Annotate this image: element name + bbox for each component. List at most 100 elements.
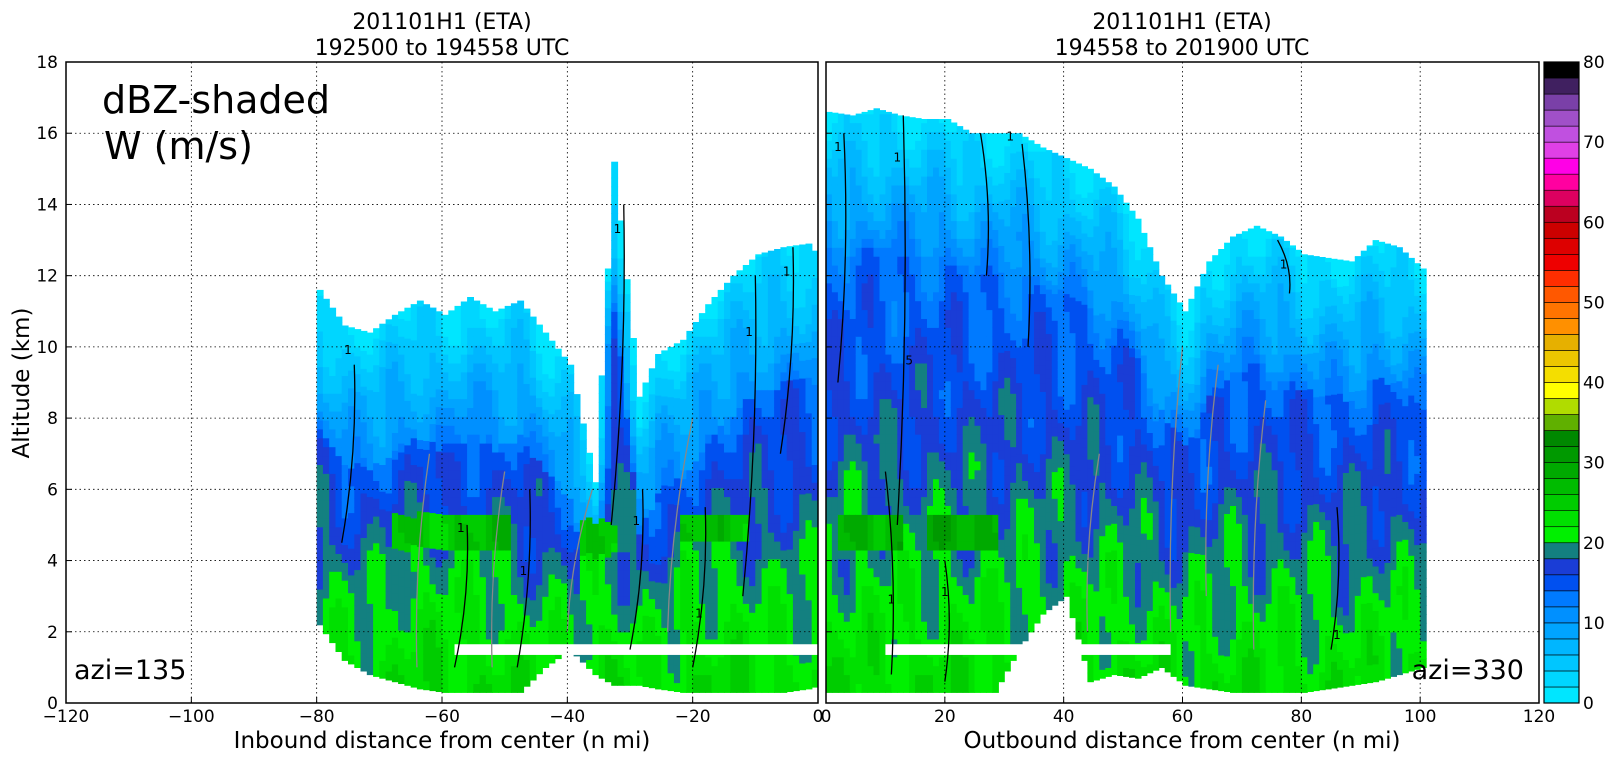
outbound-reflectivity-cell xyxy=(867,389,875,400)
inbound-reflectivity-cell xyxy=(517,398,525,408)
inbound-reflectivity-cell xyxy=(598,597,606,608)
inbound-reflectivity-cell xyxy=(818,338,825,348)
inbound-reflectivity-cell xyxy=(404,320,412,330)
inbound-reflectivity-cell xyxy=(523,481,531,491)
inbound-reflectivity-cell xyxy=(460,514,468,524)
outbound-reflectivity-cell xyxy=(927,549,934,560)
outbound-reflectivity-cell xyxy=(903,523,910,533)
outbound-reflectivity-cell xyxy=(938,380,946,391)
inbound-reflectivity-cell xyxy=(391,423,399,433)
inbound-reflectivity-cell xyxy=(636,596,644,606)
outbound-reflectivity-cell xyxy=(921,638,928,649)
inbound-reflectivity-cell xyxy=(548,484,556,495)
inbound-reflectivity-cell xyxy=(711,656,719,667)
outbound-reflectivity-cell xyxy=(855,656,863,667)
inbound-reflectivity-cell xyxy=(774,371,781,382)
inbound-reflectivity-cell xyxy=(717,327,725,337)
outbound-reflectivity-cell xyxy=(861,665,869,676)
inbound-reflectivity-cell xyxy=(473,505,481,515)
outbound-reflectivity-cell xyxy=(861,256,869,266)
inbound-reflectivity-cell xyxy=(617,400,625,410)
inbound-reflectivity-cell xyxy=(742,407,750,417)
outbound-reflectivity-cell xyxy=(861,612,869,622)
outbound-reflectivity-cell xyxy=(915,451,922,462)
outbound-reflectivity-cell xyxy=(849,665,857,676)
inbound-reflectivity-cell xyxy=(348,521,355,531)
inbound-reflectivity-cell xyxy=(774,594,781,604)
inbound-reflectivity-cell xyxy=(692,398,700,408)
inbound-reflectivity-cell xyxy=(442,630,449,640)
inbound-reflectivity-cell xyxy=(642,526,650,536)
inbound-reflectivity-cell xyxy=(523,499,531,509)
inbound-reflectivity-cell xyxy=(498,576,506,587)
outbound-reflectivity-cell xyxy=(933,541,940,551)
outbound-reflectivity-cell xyxy=(837,549,845,560)
inbound-reflectivity-cell xyxy=(492,630,499,640)
inbound-reflectivity-cell xyxy=(429,672,437,683)
inbound-reflectivity-cell xyxy=(335,517,343,528)
inbound-reflectivity-cell xyxy=(579,492,587,503)
inbound-reflectivity-cell xyxy=(642,579,650,589)
inbound-reflectivity-cell xyxy=(736,327,744,337)
inbound-reflectivity-cell xyxy=(755,254,763,257)
inbound-reflectivity-cell xyxy=(724,478,731,489)
outbound-reflectivity-cell xyxy=(826,656,833,667)
inbound-reflectivity-cell xyxy=(724,665,731,676)
inbound-reflectivity-cell xyxy=(698,362,706,373)
inbound-reflectivity-cell xyxy=(467,389,474,400)
outbound-reflectivity-cell xyxy=(837,398,845,408)
inbound-reflectivity-cell xyxy=(523,427,531,438)
inbound-reflectivity-cell xyxy=(818,302,825,312)
inbound-reflectivity-cell xyxy=(492,311,499,319)
inbound-reflectivity-cell xyxy=(686,443,694,453)
outbound-reflectivity-cell xyxy=(843,336,851,346)
inbound-reflectivity-cell xyxy=(573,540,581,550)
inbound-reflectivity-cell xyxy=(467,683,474,693)
outbound-reflectivity-cell xyxy=(944,193,952,204)
inbound-reflectivity-cell xyxy=(454,567,462,578)
outbound-reflectivity-cell xyxy=(855,167,863,177)
inbound-reflectivity-cell xyxy=(485,371,493,382)
inbound-reflectivity-cell xyxy=(730,362,738,373)
inbound-reflectivity-cell xyxy=(329,330,337,341)
inbound-reflectivity-cell xyxy=(366,487,374,498)
inbound-reflectivity-cell xyxy=(805,573,813,583)
inbound-reflectivity-cell xyxy=(379,357,387,368)
inbound-reflectivity-cell xyxy=(429,619,437,629)
outbound-reflectivity-cell xyxy=(885,131,892,141)
outbound-reflectivity-cell xyxy=(891,291,898,302)
inbound-reflectivity-cell xyxy=(711,443,719,453)
outbound-reflectivity-cell xyxy=(891,389,898,400)
inbound-reflectivity-cell xyxy=(341,500,349,510)
outbound-reflectivity-cell xyxy=(903,416,910,426)
outbound-reflectivity-cell xyxy=(909,256,916,266)
inbound-reflectivity-cell xyxy=(673,370,681,381)
inbound-reflectivity-cell xyxy=(623,284,631,295)
outbound-reflectivity-cell xyxy=(861,371,869,382)
inbound-reflectivity-cell xyxy=(742,656,750,667)
inbound-reflectivity-cell xyxy=(322,393,330,403)
inbound-reflectivity-cell xyxy=(523,330,531,340)
inbound-reflectivity-cell xyxy=(410,357,418,368)
inbound-reflectivity-cell xyxy=(467,380,474,391)
inbound-reflectivity-cell xyxy=(554,348,562,357)
inbound-reflectivity-cell xyxy=(523,445,531,456)
inbound-reflectivity-cell xyxy=(749,665,756,676)
outbound-reflectivity-cell xyxy=(950,674,958,684)
inbound-reflectivity-cell xyxy=(705,451,713,462)
inbound-reflectivity-cell xyxy=(510,514,518,524)
outbound-reflectivity-cell xyxy=(891,318,898,328)
inbound-reflectivity-cell xyxy=(523,383,531,393)
inbound-reflectivity-cell xyxy=(316,580,324,590)
outbound-reflectivity-cell xyxy=(933,273,940,284)
outbound-reflectivity-cell xyxy=(837,469,845,480)
inbound-reflectivity-cell xyxy=(686,656,694,667)
inbound-reflectivity-cell xyxy=(404,338,412,348)
inbound-reflectivity-cell xyxy=(630,524,637,535)
inbound-reflectivity-cell xyxy=(479,514,487,524)
inbound-reflectivity-cell xyxy=(598,464,606,474)
inbound-reflectivity-cell xyxy=(517,416,525,426)
inbound-reflectivity-cell xyxy=(648,393,656,404)
outbound-reflectivity-cell xyxy=(849,523,857,533)
inbound-reflectivity-cell xyxy=(780,354,788,364)
